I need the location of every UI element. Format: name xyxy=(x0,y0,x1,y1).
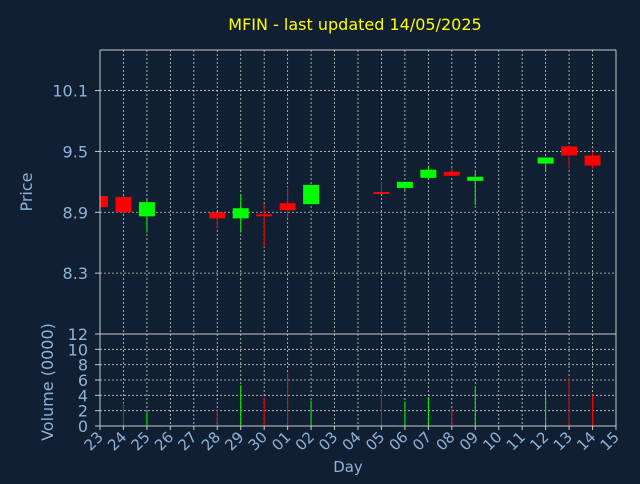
candle-body xyxy=(420,169,437,178)
candle-body xyxy=(373,192,390,194)
volume-tick-label: 12 xyxy=(68,325,88,344)
candles-layer xyxy=(99,145,601,247)
candle-body xyxy=(279,203,296,211)
volume-tick-label: 0 xyxy=(78,417,88,436)
volume-tick-label: 4 xyxy=(78,386,88,405)
price-tick-label: 8.3 xyxy=(63,264,88,283)
day-tick-label: 06 xyxy=(386,428,412,454)
day-tick-label: 12 xyxy=(526,428,552,454)
day-tick-label: 04 xyxy=(339,428,365,454)
volume-tick-label: 10 xyxy=(68,340,88,359)
candle-body xyxy=(537,157,554,164)
day-tick-label: 15 xyxy=(597,428,623,454)
day-tick-label: 10 xyxy=(479,428,505,454)
candle-body xyxy=(443,171,460,176)
day-tick-label: 03 xyxy=(315,428,341,454)
candle-body xyxy=(561,146,578,156)
candle-body xyxy=(138,202,155,217)
chart-title: MFIN - last updated 14/05/2025 xyxy=(228,15,481,34)
day-tick-label: 24 xyxy=(104,428,130,454)
candle-body xyxy=(115,197,132,213)
day-tick-label: 29 xyxy=(221,428,247,454)
candle-body xyxy=(256,214,273,217)
candle-body xyxy=(584,155,601,166)
day-tick-label: 27 xyxy=(174,428,200,454)
x-axis-label: Day xyxy=(333,458,363,476)
day-tick-label: 07 xyxy=(409,428,435,454)
price-tick-label: 10.1 xyxy=(52,82,88,101)
day-tick-label: 02 xyxy=(292,428,318,454)
candle-body xyxy=(467,176,484,181)
day-tick-label: 26 xyxy=(151,428,177,454)
grid-layer xyxy=(99,50,617,427)
day-tick-label: 11 xyxy=(503,428,529,454)
day-tick-label: 08 xyxy=(432,428,458,454)
day-tick-label: 25 xyxy=(128,428,154,454)
price-tick-label: 8.9 xyxy=(63,203,88,222)
day-tick-label: 30 xyxy=(245,428,271,454)
axes-layer: 10.19.58.98.3024681012232425262728293001… xyxy=(52,49,623,454)
volume-axis-label: Volume (0000) xyxy=(38,323,57,441)
day-tick-label: 13 xyxy=(550,428,576,454)
candle-body xyxy=(232,208,249,219)
price-tick-label: 9.5 xyxy=(63,142,88,161)
candle-body xyxy=(100,196,108,208)
candle-body xyxy=(209,212,226,219)
volume-layer xyxy=(122,373,594,426)
volume-tick-label: 2 xyxy=(78,402,88,421)
day-tick-label: 05 xyxy=(362,428,388,454)
day-tick-label: 14 xyxy=(573,428,599,454)
candle-body xyxy=(396,181,413,188)
volume-tick-label: 6 xyxy=(78,371,88,390)
day-tick-label: 01 xyxy=(268,428,294,454)
price-axis-label: Price xyxy=(17,172,36,211)
candle-body xyxy=(303,184,320,205)
day-tick-label: 09 xyxy=(456,428,482,454)
volume-tick-label: 8 xyxy=(78,356,88,375)
day-tick-label: 28 xyxy=(198,428,224,454)
